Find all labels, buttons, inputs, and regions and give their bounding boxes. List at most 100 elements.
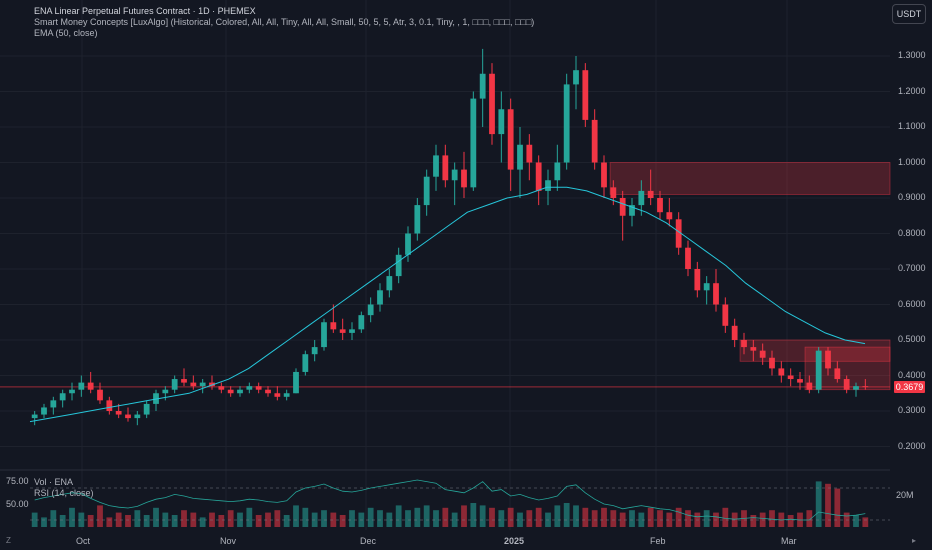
scroll-right-icon[interactable]: ▸	[912, 536, 917, 545]
volume-bar	[339, 515, 346, 527]
price-axis-label: 0.9000	[898, 192, 926, 202]
candle-body	[573, 70, 579, 85]
candle-body	[685, 247, 691, 269]
price-axis-label: 0.3000	[898, 405, 926, 415]
candle-body	[69, 389, 75, 394]
candle-body	[171, 379, 178, 390]
candle-body	[759, 350, 766, 358]
volume-label[interactable]: Vol · ENA	[34, 477, 74, 487]
candle-body	[283, 393, 290, 397]
volume-bar	[601, 507, 607, 527]
volume-bar	[834, 488, 841, 527]
candle-body	[190, 382, 197, 387]
volume-bar	[31, 512, 38, 527]
candle-body	[853, 386, 859, 390]
volume-bar	[461, 505, 467, 527]
volume-bar	[787, 515, 794, 527]
volume-bar	[526, 510, 533, 527]
volume-bar	[293, 505, 299, 527]
ema-indicator-label[interactable]: EMA (50, close)	[34, 28, 98, 38]
candle-body	[750, 347, 757, 351]
volume-bar	[367, 507, 374, 527]
timezone-icon[interactable]: Z	[6, 536, 11, 545]
volume-bar	[657, 510, 663, 527]
volume-bar	[470, 503, 477, 527]
volume-bar	[769, 510, 775, 527]
candle-body	[731, 325, 738, 340]
price-axis-label: 1.0000	[898, 156, 926, 167]
price-axis-label: 1.2000	[898, 85, 926, 96]
rsi-axis-75: 75.00	[6, 476, 29, 486]
volume-bar	[106, 517, 113, 527]
volume-bar	[274, 510, 281, 527]
candle-body	[330, 322, 337, 330]
volume-bar	[414, 507, 421, 527]
volume-bar	[227, 510, 234, 527]
candle-body	[87, 382, 94, 390]
volume-bar	[162, 512, 169, 527]
time-axis-label: 2025	[504, 536, 525, 546]
price-axis-label: 0.4000	[898, 369, 926, 380]
candle-body	[675, 219, 682, 248]
volume-bar	[405, 510, 411, 527]
candle-body	[97, 389, 103, 401]
symbol-title[interactable]: ENA Linear Perpetual Futures Contract · …	[34, 6, 256, 16]
candle-body	[255, 386, 262, 390]
currency-button[interactable]: USDT	[892, 4, 926, 24]
volume-bar	[143, 515, 150, 527]
candle-body	[125, 414, 131, 419]
volume-bar	[115, 512, 122, 527]
candle-body	[778, 368, 785, 376]
candle-body	[50, 400, 57, 408]
volume-bar	[619, 512, 626, 527]
chart-legend: ENA Linear Perpetual Futures Contract · …	[34, 6, 534, 39]
lower-pane-legend: Vol · ENA RSI (14, close)	[34, 477, 94, 499]
rsi-label[interactable]: RSI (14, close)	[34, 488, 94, 498]
price-axis-label: 0.5000	[898, 334, 926, 344]
volume-bar	[825, 483, 831, 527]
volume-bar	[638, 512, 645, 527]
candle-body	[442, 155, 449, 181]
candle-body	[451, 169, 458, 181]
candle-body	[246, 386, 253, 390]
candle-body	[722, 304, 729, 326]
candle-body	[423, 176, 430, 206]
candle-body	[629, 205, 635, 216]
volume-bar	[283, 515, 290, 527]
candle-body	[153, 393, 159, 404]
smc-indicator-label[interactable]: Smart Money Concepts [LuxAlgo] (Historic…	[34, 17, 535, 27]
candle-body	[498, 109, 505, 135]
candle-body	[554, 162, 561, 181]
candle-body	[526, 144, 533, 163]
candle-body	[115, 411, 122, 415]
volume-bar	[302, 507, 309, 527]
volume-bar	[386, 512, 393, 527]
volume-bar	[97, 505, 103, 527]
candle-body	[507, 109, 514, 170]
candle-body	[339, 329, 346, 333]
volume-bar	[50, 510, 57, 527]
volume-bar	[647, 507, 654, 527]
candle-body	[405, 233, 411, 255]
candle-body	[367, 304, 374, 316]
candle-body	[274, 393, 281, 397]
candle-body	[713, 283, 719, 305]
candle-body	[769, 357, 775, 369]
candle-body	[461, 169, 467, 188]
time-axis-label: Dec	[360, 536, 377, 546]
candle-body	[414, 205, 421, 234]
volume-bar	[862, 517, 869, 527]
volume-bar	[853, 515, 859, 527]
candle-body	[199, 382, 206, 387]
ema-line	[29, 186, 866, 423]
price-axis-label: 0.2000	[898, 440, 926, 451]
volume-bar	[321, 510, 327, 527]
candle-body	[41, 407, 47, 415]
volume-bar	[703, 510, 710, 527]
candle-body	[227, 389, 234, 394]
candle-body	[134, 414, 141, 419]
volume-bar	[69, 507, 75, 527]
price-axis-label: 1.3000	[898, 50, 926, 60]
time-axis-label: Mar	[781, 536, 797, 546]
